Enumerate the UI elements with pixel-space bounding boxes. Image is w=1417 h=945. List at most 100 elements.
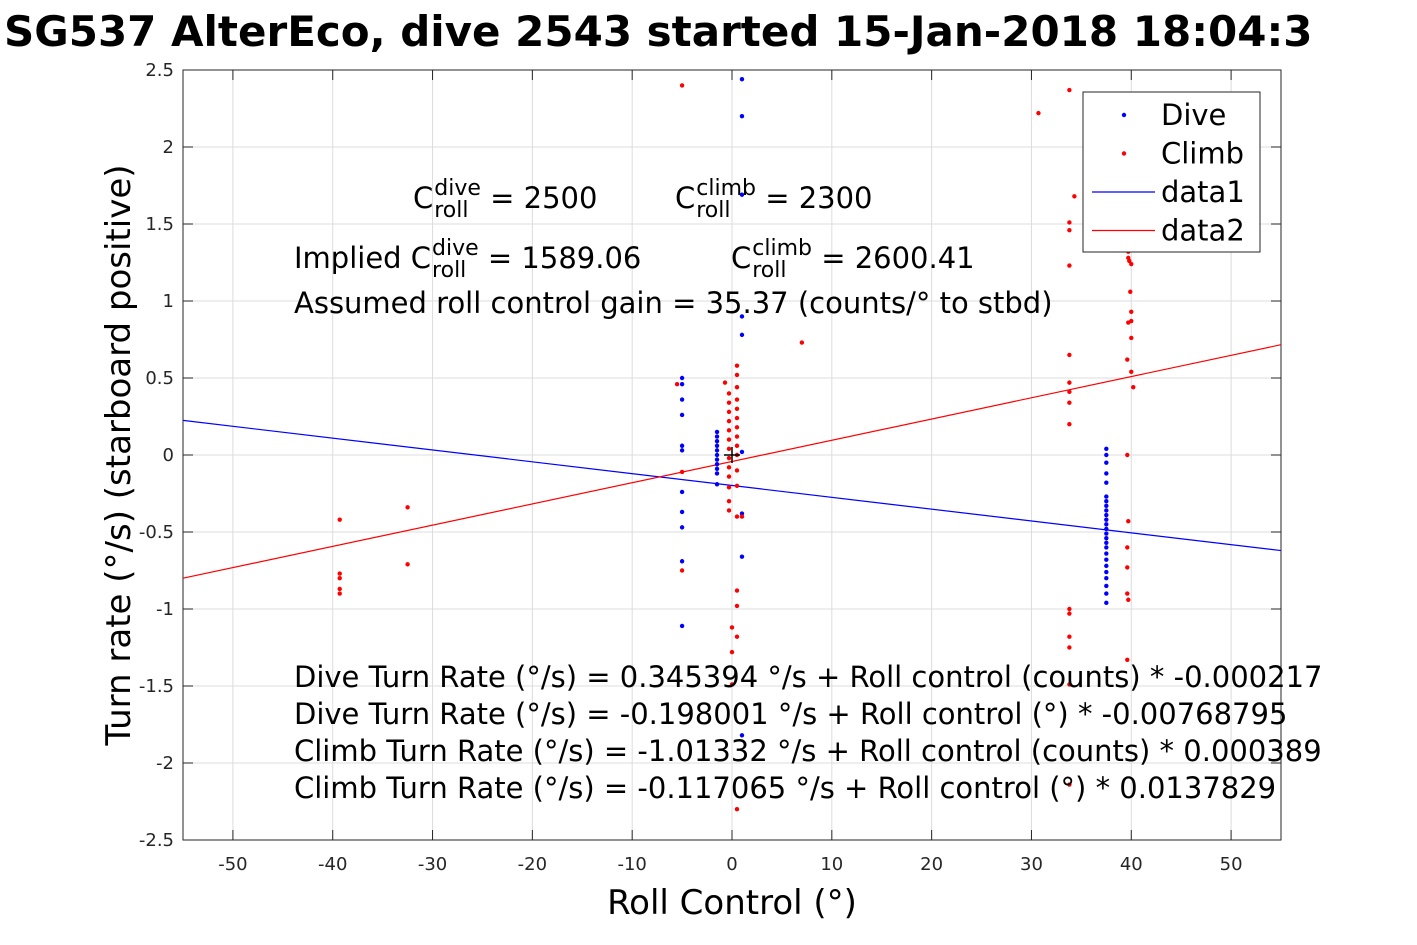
climb-point <box>337 576 342 581</box>
legend-label-data2: data2 <box>1161 214 1245 248</box>
dive-point <box>1104 471 1109 476</box>
dive-point <box>1104 557 1109 562</box>
dive-point <box>1104 526 1109 532</box>
dive-point <box>1104 545 1109 550</box>
y-tick-label: -2 <box>156 753 174 774</box>
climb-point <box>405 505 410 510</box>
dive-point <box>1104 576 1109 581</box>
climb-point <box>1067 422 1072 427</box>
x-tick-label: -50 <box>218 854 247 875</box>
legend: Dive Climb data1 data2 <box>1082 91 1261 253</box>
climb-point <box>734 468 740 473</box>
climb-point <box>1126 320 1131 325</box>
x-tick-label: 0 <box>726 854 737 875</box>
legend-label-climb: Climb <box>1161 137 1244 171</box>
climb-point <box>1129 309 1134 314</box>
climb-point <box>734 434 740 439</box>
climb-point <box>726 418 732 424</box>
y-tick-label: -1.5 <box>139 676 174 697</box>
dive-point <box>714 429 720 435</box>
roll-subscript: roll <box>696 198 731 223</box>
dive-point <box>679 559 685 564</box>
climb-point <box>1067 263 1072 268</box>
climb-point <box>726 446 732 452</box>
fit-equation-dive-counts: Dive Turn Rate (°/s) = 0.345394 °/s + Ro… <box>294 660 1323 694</box>
axis-ticks <box>183 69 1281 841</box>
legend-label-dive: Dive <box>1161 98 1226 132</box>
y-tick-label: 0 <box>163 445 174 466</box>
legend-swatch-climb <box>1121 151 1127 156</box>
climb-point <box>1125 357 1130 362</box>
dive-point <box>714 482 720 487</box>
climb-point <box>734 372 740 378</box>
dive-point <box>714 462 720 467</box>
implied-c-roll-climb-value: = 2600.41 <box>821 241 975 275</box>
climb-point <box>734 514 740 519</box>
climb-point <box>734 363 740 368</box>
climb-point <box>729 682 735 687</box>
climb-point <box>734 634 740 639</box>
climb-point <box>1067 87 1072 93</box>
dive-point <box>739 511 745 516</box>
y-tick-label: 1 <box>163 291 174 312</box>
climb-point <box>734 443 740 448</box>
climb-point <box>1126 519 1131 524</box>
dive-point <box>679 397 685 402</box>
c-roll-symbol: C <box>413 181 434 215</box>
climb-point <box>1129 335 1134 341</box>
dive-point <box>679 381 685 387</box>
dive-point <box>739 77 745 82</box>
dive-point <box>1104 522 1109 527</box>
climb-point <box>1067 227 1072 233</box>
dive-point <box>679 443 685 448</box>
climb-point <box>734 397 740 402</box>
dive-point <box>679 375 685 381</box>
x-tick-label: 40 <box>1120 854 1143 875</box>
dive-point <box>1104 563 1109 569</box>
c-roll-symbol: C <box>410 241 432 275</box>
climb-point <box>1126 597 1131 602</box>
dive-point <box>739 314 745 319</box>
climb-point <box>1067 645 1072 650</box>
climb-point <box>799 340 805 345</box>
climb-point <box>1072 194 1077 199</box>
dive-point <box>714 452 720 458</box>
data-points <box>337 77 1136 812</box>
dive-point <box>1104 583 1109 589</box>
climb-point <box>337 586 342 592</box>
c-roll-symbol: C <box>731 241 752 275</box>
dive-point <box>1104 535 1109 541</box>
climb-point <box>734 415 740 421</box>
dive-point <box>714 443 720 448</box>
climb-point <box>1067 682 1072 687</box>
x-tick-label: -20 <box>518 854 547 875</box>
climb-point <box>734 385 740 390</box>
climb-superscript: climb <box>752 236 812 261</box>
fit-equation-climb-degrees: Climb Turn Rate (°/s) = -0.117065 °/s + … <box>294 771 1277 805</box>
climb-point <box>726 485 732 490</box>
c-roll-dive-value: = 2500 <box>490 181 598 215</box>
climb-point <box>722 380 728 385</box>
dive-point <box>714 457 720 462</box>
climb-point <box>337 517 342 522</box>
y-tick-label: 2.5 <box>145 60 174 81</box>
climb-point <box>726 499 732 504</box>
fit-equation-dive-degrees: Dive Turn Rate (°/s) = -0.198001 °/s + R… <box>294 697 1288 731</box>
climb-point <box>1129 261 1134 267</box>
climb-point <box>1125 591 1130 596</box>
y-tick-labels: -2.5 -2 -1.5 -1 -0.5 0 0.5 1 1.5 2 2.5 <box>139 60 174 851</box>
dive-point <box>1104 446 1109 452</box>
dive-point <box>1104 512 1109 518</box>
climb-point <box>405 562 410 567</box>
climb-point <box>734 807 740 812</box>
dive-point <box>1104 531 1109 536</box>
dive-point <box>739 114 745 119</box>
climb-point <box>1067 611 1072 616</box>
roll-gain-annotation: Assumed roll control gain = 35.37 (count… <box>294 286 1053 320</box>
climb-point <box>726 508 732 513</box>
dive-point <box>679 623 685 629</box>
dive-point <box>1104 494 1109 499</box>
climb-point <box>1125 452 1130 458</box>
